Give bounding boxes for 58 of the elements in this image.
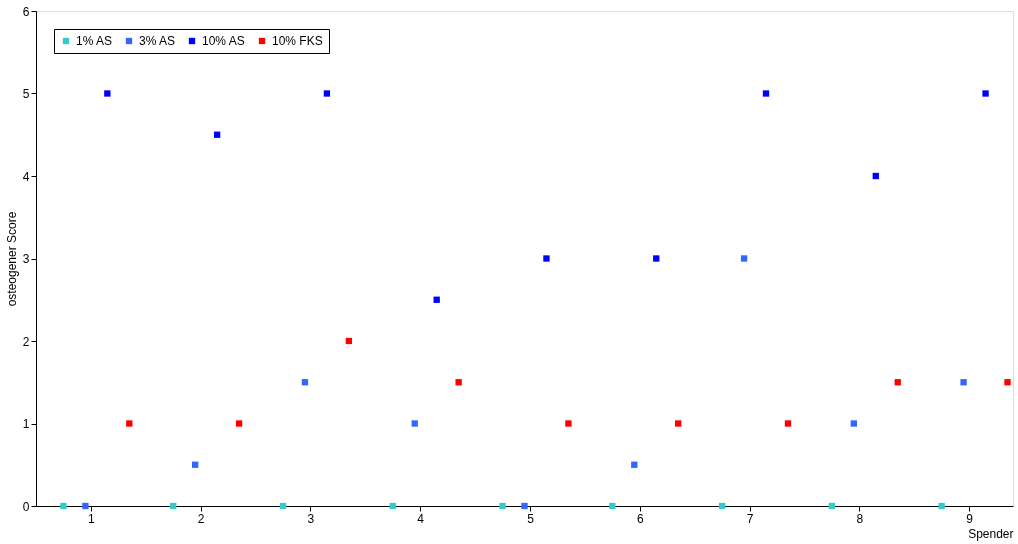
y-tick-label: 3 [22, 252, 30, 266]
point [675, 420, 682, 427]
point [938, 502, 945, 510]
point [762, 90, 770, 97]
x-tick-label: 1 [88, 511, 96, 526]
point [279, 502, 287, 510]
x-tick-label: 7 [746, 511, 754, 526]
point [170, 502, 177, 510]
point [213, 131, 221, 138]
point [631, 461, 638, 468]
point [433, 296, 440, 303]
point [960, 379, 967, 386]
point [104, 90, 111, 97]
x-tick-label: 5 [527, 511, 535, 526]
point [323, 90, 331, 97]
point [301, 379, 309, 386]
y-axis-title: osteogener Score [4, 211, 19, 307]
point [192, 461, 199, 468]
point [521, 502, 528, 510]
point [411, 420, 418, 427]
point [499, 502, 506, 510]
x-axis-title: Spender [968, 526, 1014, 541]
point [345, 337, 353, 345]
point [894, 379, 901, 386]
x-tick-label: 9 [966, 511, 974, 526]
point [740, 255, 748, 262]
point [60, 502, 67, 510]
legend-label: 10% AS [202, 34, 245, 48]
point [565, 420, 572, 427]
x-tick-label: 6 [636, 511, 644, 526]
x-tick-label: 3 [307, 511, 315, 526]
point [784, 420, 792, 427]
x-tick-label: 8 [856, 511, 864, 526]
point [828, 502, 836, 510]
point [609, 502, 616, 510]
y-tick-label: 4 [22, 169, 30, 184]
x-tick-label: 2 [197, 511, 205, 526]
y-tick-label: 1 [22, 417, 30, 431]
y-tick-label: 2 [22, 334, 30, 349]
point [235, 420, 243, 427]
legend-label: 1% AS [76, 34, 113, 48]
point [543, 255, 550, 262]
y-tick-label: 0 [22, 499, 30, 514]
point [1004, 379, 1011, 386]
y-tick-label: 5 [22, 87, 30, 101]
point [126, 420, 133, 427]
point [850, 420, 857, 427]
point [982, 90, 989, 97]
point [653, 255, 660, 262]
point [872, 172, 879, 180]
point [718, 502, 726, 510]
point [389, 502, 396, 510]
y-tick-label: 6 [22, 4, 30, 19]
point [82, 502, 89, 510]
legend-label: 10% FKS [272, 34, 323, 48]
legend-label: 3% AS [139, 34, 176, 48]
point [455, 379, 462, 386]
x-tick-label: 4 [417, 511, 425, 526]
